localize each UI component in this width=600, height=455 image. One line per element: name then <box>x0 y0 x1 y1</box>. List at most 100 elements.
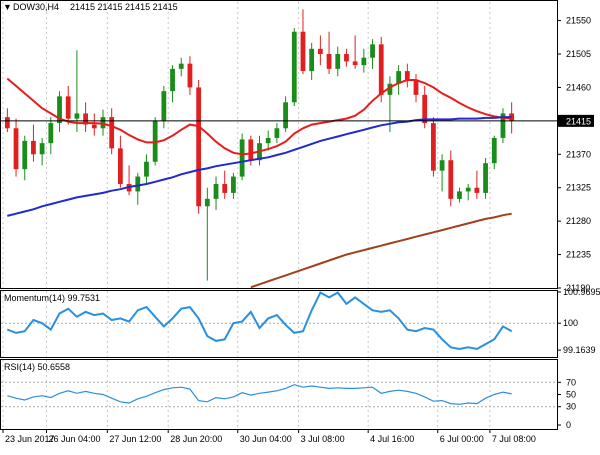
time-axis-label: 26 Jun 04:00 <box>48 434 100 444</box>
bear-candle <box>109 117 115 149</box>
bear-candle <box>352 61 358 66</box>
price-panel-frame <box>0 0 558 289</box>
bull-candle <box>439 160 445 171</box>
price-axis-label: 21190 <box>566 283 590 293</box>
time-axis-label: 30 Jun 04:00 <box>240 434 292 444</box>
bull-candle <box>144 161 149 177</box>
bear-candle <box>378 44 384 95</box>
bear-candle <box>300 31 306 72</box>
bear-candle <box>196 87 202 207</box>
bear-candle <box>413 80 419 95</box>
bull-candle <box>57 96 62 124</box>
rsi-axis-label: 0 <box>566 420 571 430</box>
rsi-line <box>7 384 512 405</box>
momentum-line <box>6 291 513 351</box>
bull-candle <box>309 48 315 72</box>
rsi-panel-frame <box>0 359 558 430</box>
price-axis-label: 21280 <box>566 216 591 226</box>
medium-moving-average-line <box>7 116 512 217</box>
bull-candle <box>22 140 28 170</box>
rsi-title: RSI(14) 50.6558 <box>4 362 70 372</box>
current-price-tag <box>558 114 594 127</box>
bear-candle <box>344 54 349 62</box>
bear-candle <box>91 124 97 129</box>
momentum-axis-label: 100 <box>563 318 578 328</box>
bull-candle <box>370 44 375 58</box>
bull-candle <box>39 143 45 155</box>
bear-candle <box>187 63 193 88</box>
current-price-label: 21415 <box>566 116 591 126</box>
price-axis-label: 21505 <box>566 49 591 59</box>
time-axis-label: 27 Jun 12:00 <box>109 434 161 444</box>
bear-candle <box>431 123 436 171</box>
bull-candle <box>152 120 158 162</box>
symbol-title: DOW30,H4 <box>13 2 59 12</box>
bull-candle <box>135 176 141 192</box>
bull-candle <box>161 91 167 121</box>
bear-candle <box>4 117 10 129</box>
slow-moving-average-line <box>250 212 512 289</box>
bear-candle <box>474 187 480 193</box>
axes-layer: 21550 21505 21460 21370 21325 21280 21235 21190… <box>2 16 600 444</box>
fast-moving-average-line <box>6 77 512 156</box>
bear-candle <box>404 71 410 80</box>
bear-candle <box>317 48 323 54</box>
bull-candle <box>465 187 471 192</box>
price-axis-label: 21460 <box>566 82 591 92</box>
panel-frames <box>0 0 558 430</box>
momentum-axis-label: 100.9695 <box>563 287 600 297</box>
rsi-axis-label: 30 <box>566 402 576 412</box>
bull-candle <box>170 68 175 92</box>
bull-candle <box>491 137 497 164</box>
bull-candle <box>483 163 488 193</box>
price-axis-label: 21325 <box>566 183 591 193</box>
bear-candle <box>83 113 88 125</box>
bull-candle <box>291 31 297 103</box>
bear-candle <box>448 160 454 199</box>
moving-averages-layer <box>1 77 557 289</box>
rsi-axis-label: 70 <box>566 377 576 387</box>
bull-candle <box>387 83 393 95</box>
oscillators-layer <box>6 291 513 405</box>
grid-layer <box>1 2 557 429</box>
bear-candle <box>65 96 71 119</box>
time-axis-label: 7 Jul 08:00 <box>492 434 536 444</box>
momentum-title: Momentum(14) 99.7531 <box>4 293 100 303</box>
rsi-axis-label: 50 <box>566 390 576 400</box>
momentum-axis-label: 99.1639 <box>563 345 596 355</box>
bull-candle <box>457 191 462 199</box>
bull-candle <box>178 63 184 69</box>
bear-candle <box>422 94 428 124</box>
time-axis-label: 4 Jul 16:00 <box>370 434 414 444</box>
ohlc-readout: 21415 21415 21415 21415 <box>70 2 178 12</box>
bull-candle <box>213 184 219 199</box>
candles-layer <box>4 9 515 281</box>
bull-candle <box>283 102 288 129</box>
time-axis-label: 3 Jul 08:00 <box>301 434 345 444</box>
chart-toggle-icon[interactable]: ▼ <box>3 2 12 12</box>
bull-candle <box>231 176 236 193</box>
bear-candle <box>248 139 254 161</box>
bull-candle <box>265 137 271 144</box>
bear-candle <box>222 184 228 193</box>
price-axis-label: 21235 <box>566 250 591 260</box>
bear-candle <box>117 148 123 184</box>
bear-candle <box>13 128 19 170</box>
bull-candle <box>361 57 367 66</box>
bear-candle <box>31 140 36 155</box>
price-axis-label: 21370 <box>566 149 591 159</box>
bull-candle <box>100 117 106 129</box>
time-axis-label: 23 Jun 2017 <box>5 434 55 444</box>
bull-candle <box>274 128 280 138</box>
time-axis-label: 28 Jun 20:00 <box>170 434 222 444</box>
time-axis-label: 6 Jul 00:00 <box>440 434 484 444</box>
momentum-panel-frame <box>0 290 558 358</box>
bull-candle <box>335 54 341 69</box>
price-axis-label: 21550 <box>566 16 591 26</box>
bull-candle <box>396 71 402 84</box>
bull-candle <box>74 113 80 119</box>
bull-candle <box>204 198 210 207</box>
bull-candle <box>500 113 506 138</box>
